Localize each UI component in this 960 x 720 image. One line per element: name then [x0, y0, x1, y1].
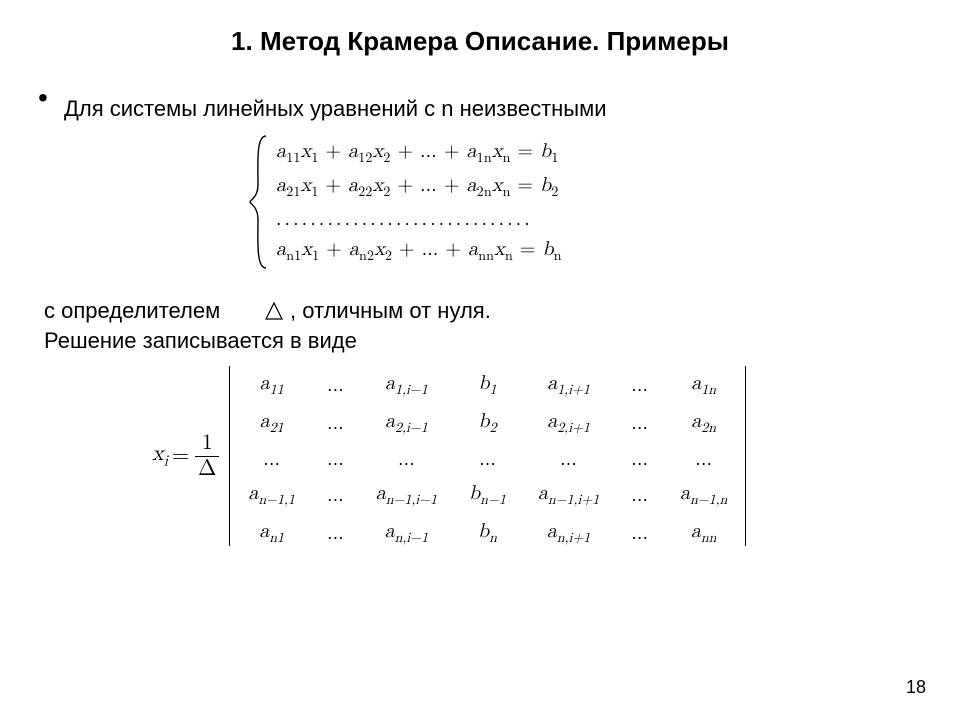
fraction: 1 Δ [195, 431, 219, 480]
matrix-cell: an−1,i+1 [522, 476, 615, 514]
system-lines: a11x1 + a12x2 + … + a1nxn = b1 a21x1 + a… [270, 134, 562, 270]
matrix-cell: … [311, 442, 360, 476]
matrix-cell: a11 [232, 366, 311, 404]
matrix-cell: bn [453, 514, 522, 552]
matrix-cell: a2,i+1 [522, 404, 615, 442]
equation-row-1: a11x1 + a12x2 + … + a1nxn = b1 [276, 141, 562, 165]
left-brace-icon [248, 134, 270, 270]
matrix-cell: … [615, 404, 664, 442]
fraction-denominator: Δ [195, 457, 219, 481]
matrix-table: a11…a1,i−1b1a1,i+1…a1na21…a2,i−1b2a2,i+1… [232, 366, 743, 552]
matrix-cell: an,i−1 [360, 514, 453, 552]
fraction-numerator: 1 [199, 431, 216, 455]
matrix-row: ………………… [232, 442, 743, 476]
matrix-cell: a1,i−1 [360, 366, 453, 404]
matrix-cell: an1 [232, 514, 311, 552]
xi-variable: xi [152, 441, 168, 470]
bullet-dot-icon: • [38, 84, 48, 112]
matrix-cell: … [615, 442, 664, 476]
matrix-cell: b2 [453, 404, 522, 442]
matrix-cell: … [522, 442, 615, 476]
matrix-cell: … [311, 404, 360, 442]
matrix-row: an−1,1…an−1,i−1bn−1an−1,i+1…an−1,n [232, 476, 743, 514]
determinant-text-1: с определителем [44, 298, 220, 324]
matrix-row: a21…a2,i−1b2a2,i+1…a2n [232, 404, 743, 442]
determinant-matrix: a11…a1,i−1b1a1,i+1…a1na21…a2,i−1b2a2,i+1… [227, 366, 748, 546]
matrix-cell: … [615, 366, 664, 404]
matrix-cell: a1n [664, 366, 743, 404]
matrix-cell: a2n [664, 404, 743, 442]
det-right-bar [745, 366, 746, 546]
det-left-bar [229, 366, 230, 546]
delta-triangle-icon [264, 300, 284, 322]
slide: 1. Метод Крамера Описание. Примеры • Для… [0, 0, 960, 720]
matrix-cell: … [664, 442, 743, 476]
matrix-cell: an,i+1 [522, 514, 615, 552]
matrix-cell: … [311, 476, 360, 514]
equation-row-2: a21x1 + a22x2 + … + a2nxn = b2 [276, 175, 562, 199]
equation-system: a11x1 + a12x2 + … + a1nxn = b1 a21x1 + a… [248, 134, 718, 270]
matrix-cell: … [232, 442, 311, 476]
matrix-cell: b1 [453, 366, 522, 404]
page-number: 18 [906, 677, 926, 698]
matrix-cell: … [360, 442, 453, 476]
determinant-text-2: , отличным от нуля. [290, 298, 491, 324]
equation-row-dots: .............................. [276, 209, 562, 229]
slide-title: 1. Метод Крамера Описание. Примеры [0, 26, 960, 57]
matrix-cell: a21 [232, 404, 311, 442]
intro-text: Для системы линейных уравнений с n неизв… [64, 96, 607, 122]
matrix-row: a11…a1,i−1b1a1,i+1…a1n [232, 366, 743, 404]
matrix-cell: an−1,i−1 [360, 476, 453, 514]
matrix-cell: … [453, 442, 522, 476]
cramer-formula: xi = 1 Δ a11…a1,i−1b1a1,i+1…a1na21…a2,i−… [152, 366, 748, 546]
solution-text: Решение записывается в виде [44, 328, 357, 354]
matrix-cell: … [311, 366, 360, 404]
matrix-cell: … [311, 514, 360, 552]
equals-sign: = [172, 443, 189, 469]
matrix-cell: bn−1 [453, 476, 522, 514]
matrix-cell: ann [664, 514, 743, 552]
matrix-cell: … [615, 514, 664, 552]
equation-row-n: an1x1 + an2x2 + … + annxn = bn [276, 239, 562, 263]
matrix-cell: an−1,n [664, 476, 743, 514]
matrix-cell: a1,i+1 [522, 366, 615, 404]
matrix-cell: an−1,1 [232, 476, 311, 514]
matrix-row: an1…an,i−1bnan,i+1…ann [232, 514, 743, 552]
matrix-cell: a2,i−1 [360, 404, 453, 442]
matrix-cell: … [615, 476, 664, 514]
